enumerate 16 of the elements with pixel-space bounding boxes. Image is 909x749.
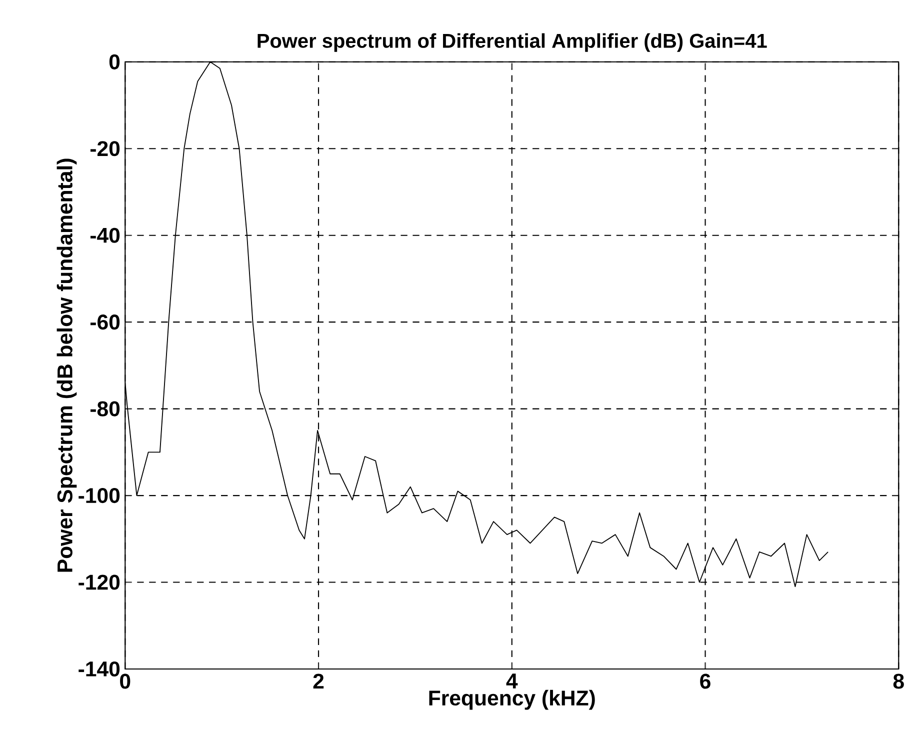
y-tick-label: -120	[78, 574, 120, 590]
x-tick-label: 2	[313, 674, 324, 689]
x-tick-label: 4	[506, 674, 518, 688]
y-axis-title: Power Spectrum (dB below fundamental)	[56, 158, 77, 572]
y-tick-label: -80	[90, 401, 120, 416]
y-tick-label: -40	[90, 228, 120, 243]
x-tick-label: 6	[700, 674, 710, 689]
x-tick-label: 8	[893, 674, 904, 689]
y-tick-label: -100	[78, 488, 120, 504]
chart-title: Power spectrum of Differential Amplifier (dB) Gain=41	[258, 33, 767, 52]
y-tick-label: -140	[78, 662, 120, 677]
y-tick-label: -20	[90, 141, 120, 156]
x-tick-label: 0	[120, 674, 130, 689]
y-tick-label: 0	[109, 54, 120, 70]
x-axis-title: Frequency (kHZ)	[429, 690, 595, 710]
y-tick-label: -60	[90, 314, 120, 330]
